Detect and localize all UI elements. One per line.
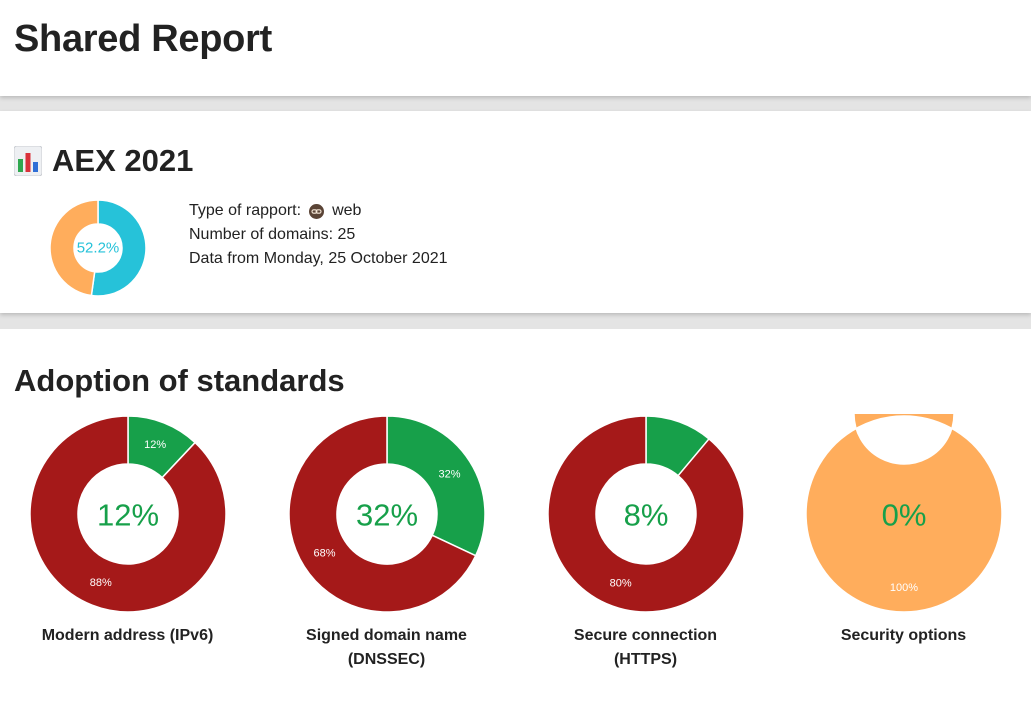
remainder-segment <box>49 199 99 297</box>
header-panel: Shared Report <box>0 0 1031 96</box>
adoption-panel: Adoption of standards 12% 88% 12% Modern ad… <box>0 329 1031 701</box>
standard-card[interactable]: 12% 88% 12% Modern address (IPv6) <box>0 414 257 648</box>
standard-donut: 100% 0% <box>804 414 1003 613</box>
report-type-row: Type of rapport: web <box>189 199 448 223</box>
segment-percent-label: 88% <box>89 577 111 589</box>
overall-score-label: 52.2% <box>77 240 120 257</box>
report-type-value: web <box>332 202 362 219</box>
page-title: Shared Report <box>14 18 272 60</box>
bad-segment <box>546 415 745 613</box>
report-summary-panel: AEX 2021 52.2% Type of rapport: web Numb… <box>0 111 1031 313</box>
standard-score-label: 32% <box>355 498 417 533</box>
standard-label: Security options <box>840 627 967 644</box>
bar-chart-icon <box>14 146 42 176</box>
standard-label: Signed domain name (DNSSEC) <box>306 627 467 668</box>
domain-count: Number of domains: 25 <box>189 226 356 243</box>
standard-score-label: 12% <box>96 498 158 533</box>
report-title: AEX 2021 <box>14 143 193 179</box>
report-metadata: Type of rapport: web Number of domains: … <box>189 199 448 271</box>
bad-segment <box>28 415 227 613</box>
standard-label: Secure connection (HTTPS) <box>573 627 718 668</box>
standard-card[interactable]: 80% 8% Secure connection (HTTPS) <box>516 414 775 672</box>
segment-percent-label: 100% <box>889 582 917 594</box>
standard-label: Modern address (IPv6) <box>41 627 214 644</box>
good-segment <box>385 415 486 557</box>
segment-percent-label: 80% <box>609 578 631 590</box>
standard-card[interactable]: 32% 68% 32% Signed domain name (DNSSEC) <box>257 414 516 672</box>
segment-percent-label: 68% <box>313 548 335 560</box>
bad-segment <box>287 415 477 613</box>
segment-percent-label: 32% <box>438 468 460 480</box>
score-segment <box>90 199 147 297</box>
standard-donut: 80% 8% <box>546 415 745 613</box>
overall-score-donut: 52.2% <box>49 199 147 297</box>
standard-score-label: 8% <box>623 498 668 533</box>
section-title-adoption: Adoption of standards <box>14 363 345 398</box>
data-date: Data from Monday, 25 October 2021 <box>189 250 448 267</box>
standard-donut: 12% 88% 12% <box>28 415 227 613</box>
standard-card[interactable]: 100% 0% Security options <box>774 414 1031 648</box>
link-icon <box>309 203 325 219</box>
report-type-label: Type of rapport: <box>189 202 302 219</box>
report-title-text: AEX 2021 <box>52 143 194 178</box>
standard-score-label: 0% <box>881 498 926 533</box>
neutral-segment <box>804 414 1003 613</box>
segment-percent-label: 12% <box>144 439 166 451</box>
standard-donut: 32% 68% 32% <box>287 415 486 613</box>
